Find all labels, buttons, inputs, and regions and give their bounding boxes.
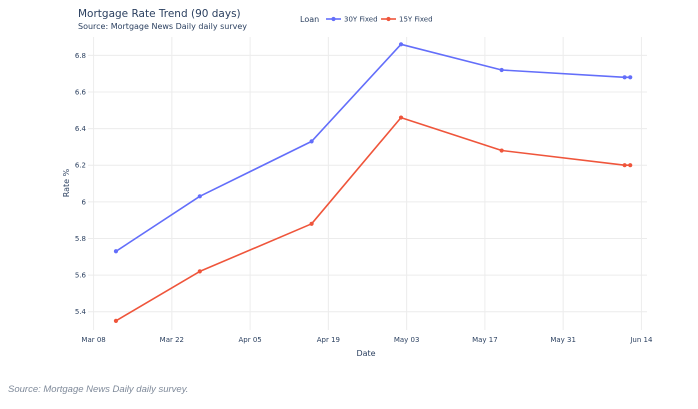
x-tick-label: May 03: [394, 336, 420, 344]
legend-item-15y-fixed[interactable]: 15Y Fixed: [381, 16, 433, 24]
data-point: [309, 139, 314, 144]
chart-title: Mortgage Rate Trend (90 days): [78, 8, 241, 20]
data-point: [113, 249, 119, 254]
data-point: [628, 75, 633, 80]
y-tick-label: 6: [82, 198, 87, 206]
x-tick-label: Mar 22: [160, 336, 184, 344]
legend-title: Loan: [300, 15, 319, 24]
data-point: [398, 42, 404, 47]
x-tick-label: Mar 08: [81, 336, 105, 344]
gridlines: [88, 37, 647, 330]
legend-marker: [331, 16, 336, 22]
y-axis-title: Rate %: [62, 168, 71, 197]
y-tick-label: 6.6: [75, 88, 87, 96]
series-15y-fixed: [113, 115, 633, 323]
y-tick-label: 6.8: [75, 52, 86, 60]
y-tick-label: 6.2: [75, 162, 86, 170]
legend-marker: [386, 16, 391, 22]
y-tick-label: 5.4: [75, 308, 87, 316]
x-tick-label: Apr 05: [238, 336, 261, 344]
x-axis-ticks: Mar 08 Mar 22 Apr 05 Apr 19 May 03 May 17 May …: [81, 336, 653, 344]
data-point: [622, 75, 627, 80]
y-tick-label: 6.4: [75, 125, 87, 133]
series-line-15y-fixed: [115, 116, 631, 322]
legend-item-30y-fixed[interactable]: 30Y Fixed: [326, 16, 378, 24]
series-30y-fixed: [113, 42, 633, 254]
y-axis-ticks: 5.4 5.6 5.8 6 6.2 6.4 6.6 6.8: [75, 52, 87, 316]
data-point: [309, 221, 314, 226]
data-point: [197, 269, 202, 274]
y-tick-label: 5.8: [75, 235, 86, 243]
data-point: [499, 67, 504, 73]
y-tick-label: 5.6: [75, 272, 87, 280]
legend: Loan 30Y Fixed 15Y Fixed: [300, 15, 433, 24]
series-layer: [113, 42, 633, 323]
data-point: [113, 318, 119, 323]
x-axis-title: Date: [356, 349, 375, 358]
data-point: [622, 163, 627, 168]
x-tick-label: May 17: [472, 336, 498, 344]
series-line-30y-fixed: [115, 43, 631, 252]
chart-subtitle: Source: Mortgage News Daily daily survey: [78, 22, 247, 31]
x-tick-label: Apr 19: [317, 336, 340, 344]
x-tick-label: May 31: [550, 336, 576, 344]
data-point: [398, 115, 404, 120]
data-point: [499, 148, 504, 153]
x-tick-label: Jun 14: [629, 336, 653, 344]
legend-label: 30Y Fixed: [344, 16, 378, 24]
data-point: [628, 163, 633, 168]
line-chart: Mar 08 Mar 22 Apr 05 Apr 19 May 03 May 17 May …: [62, 8, 653, 358]
legend-label: 15Y Fixed: [399, 16, 433, 24]
data-point: [197, 194, 202, 199]
figure-caption: Source: Mortgage News Daily daily survey…: [8, 384, 189, 395]
